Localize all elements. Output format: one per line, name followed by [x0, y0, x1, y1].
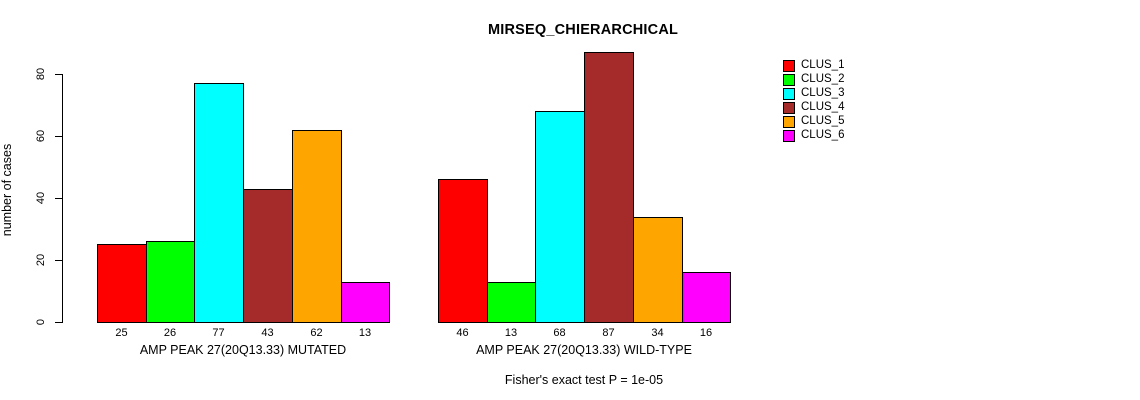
- legend-label: CLUS_6: [801, 129, 845, 141]
- legend-label: CLUS_4: [801, 101, 845, 113]
- legend-label: CLUS_1: [801, 59, 845, 71]
- bar-value-label: 34: [651, 327, 664, 339]
- bar-clus_3: [194, 83, 244, 323]
- bar-clus_2: [487, 282, 536, 323]
- legend-swatch-icon: [783, 101, 795, 114]
- y-axis-label: number of cases: [0, 143, 14, 237]
- y-axis-tick-label: 80: [35, 67, 47, 81]
- bar-clus_5: [633, 217, 683, 323]
- y-axis-tick-label: 20: [35, 253, 47, 267]
- legend-swatch-icon: [783, 73, 795, 86]
- x-axis-group-label: AMP PEAK 27(20Q13.33) MUTATED: [139, 343, 347, 357]
- bar-clus_2: [146, 241, 195, 323]
- bar-clus_1: [438, 179, 488, 323]
- bar-clus_6: [341, 282, 390, 323]
- bar-value-label: 46: [456, 327, 469, 339]
- legend-item-clus_2: CLUS_2: [783, 73, 845, 86]
- bar-value-label: 26: [163, 327, 177, 339]
- legend-item-clus_6: CLUS_6: [783, 129, 845, 142]
- legend-item-clus_3: CLUS_3: [783, 87, 845, 100]
- y-axis-tick: [55, 136, 62, 137]
- bar-value-label: 25: [115, 327, 128, 339]
- legend-swatch-icon: [783, 87, 795, 100]
- x-axis-group-label: AMP PEAK 27(20Q13.33) WILD-TYPE: [476, 343, 692, 357]
- bar-value-label: 16: [699, 327, 713, 339]
- legend-swatch-icon: [783, 129, 795, 142]
- bar-clus_4: [584, 52, 634, 323]
- y-axis-tick-label: 40: [35, 191, 47, 205]
- bar-value-label: 13: [358, 327, 372, 339]
- legend-label: CLUS_2: [801, 73, 845, 85]
- bar-clus_1: [97, 244, 147, 323]
- legend-swatch-icon: [783, 59, 795, 72]
- legend: CLUS_1 CLUS_2 CLUS_3 CLUS_4 CLUS_5 CLUS_6: [783, 59, 845, 142]
- y-axis-tick-label: 0: [35, 318, 47, 326]
- y-axis-tick: [55, 322, 62, 323]
- bar-value-label: 77: [212, 327, 225, 339]
- legend-item-clus_1: CLUS_1: [783, 59, 845, 72]
- bar-value-label: 13: [504, 327, 518, 339]
- y-axis-tick: [55, 198, 62, 199]
- legend-swatch-icon: [783, 115, 795, 128]
- y-axis-tick: [55, 74, 62, 75]
- bar-value-label: 43: [261, 327, 274, 339]
- legend-label: CLUS_5: [801, 115, 845, 127]
- legend-label: CLUS_3: [801, 87, 845, 99]
- y-axis-tick: [55, 260, 62, 261]
- bar-clus_4: [243, 189, 293, 323]
- legend-item-clus_4: CLUS_4: [783, 101, 845, 114]
- bar-value-label: 87: [602, 327, 615, 339]
- y-axis-tick-label: 60: [35, 129, 47, 143]
- y-axis-line: [62, 74, 63, 323]
- bar-value-label: 68: [553, 327, 566, 339]
- chart-title: MIRSEQ_CHIERARCHICAL: [487, 22, 679, 38]
- bar-clus_6: [682, 272, 731, 323]
- legend-item-clus_5: CLUS_5: [783, 115, 845, 128]
- bar-value-label: 62: [310, 327, 323, 339]
- statistical-annotation: Fisher's exact test P = 1e-05: [504, 373, 664, 387]
- bar-clus_3: [535, 111, 585, 323]
- bar-clus_5: [292, 130, 342, 323]
